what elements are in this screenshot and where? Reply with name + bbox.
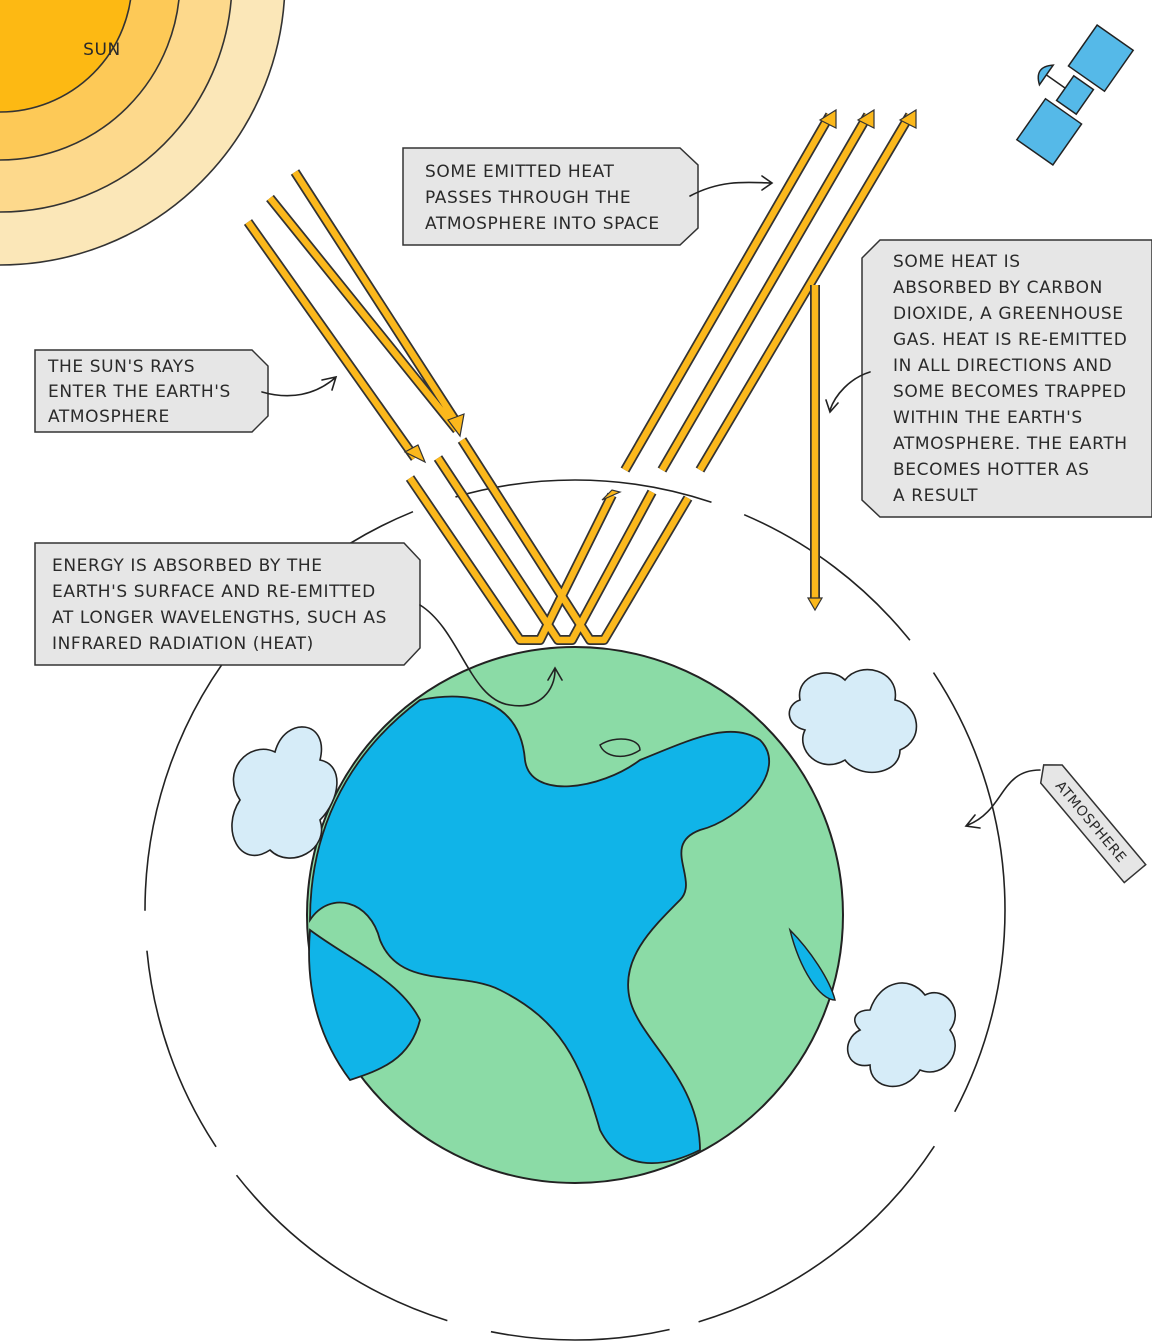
label-line: INFRARED RADIATION (HEAT) [52, 634, 314, 654]
label-line: SOME BECOMES TRAPPED [893, 382, 1127, 402]
atmosphere-tag: ATMOSPHERE [1033, 756, 1146, 883]
sun [0, 0, 285, 265]
label-line: THE SUN'S RAYS [47, 357, 195, 377]
label-line: BECOMES HOTTER AS [893, 460, 1089, 480]
label-line: SOME EMITTED HEAT [425, 162, 615, 182]
label-line: ATMOSPHERE. THE EARTH [893, 434, 1128, 454]
label-line: ENERGY IS ABSORBED BY THE [52, 556, 323, 576]
label-line: SOME HEAT IS [893, 252, 1021, 272]
earth [307, 647, 843, 1183]
label-line: GAS. HEAT IS RE-EMITTED [893, 330, 1127, 350]
label-line: ABSORBED BY CARBON [893, 278, 1103, 298]
diagram: SUN ATMOSPHERE [0, 0, 1152, 1342]
label-line: DIOXIDE, A GREENHOUSE [893, 304, 1124, 324]
atmosphere-label: ATMOSPHERE [1052, 778, 1129, 866]
label-line: ATMOSPHERE [48, 407, 170, 427]
label-line: AT LONGER WAVELENGTHS, SUCH AS [52, 608, 387, 628]
sun-label: SUN [83, 40, 121, 60]
label-line: ENTER THE EARTH'S [48, 382, 231, 402]
label-line: ATMOSPHERE INTO SPACE [425, 214, 660, 234]
label-line: WITHIN THE EARTH'S [893, 408, 1083, 428]
label-line: IN ALL DIRECTIONS AND [893, 356, 1112, 376]
satellite [1000, 13, 1133, 165]
label-line: PASSES THROUGH THE [425, 188, 631, 208]
label-line: A RESULT [893, 486, 978, 506]
label-line: EARTH'S SURFACE AND RE-EMITTED [52, 582, 376, 602]
